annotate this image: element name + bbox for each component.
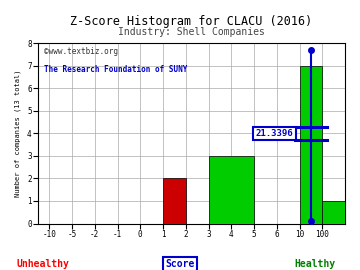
Text: Industry: Shell Companies: Industry: Shell Companies [118, 27, 265, 37]
Text: Score: Score [165, 259, 195, 269]
Y-axis label: Number of companies (13 total): Number of companies (13 total) [15, 70, 22, 197]
Text: Unhealthy: Unhealthy [17, 259, 69, 269]
Bar [300, 66, 322, 224]
Text: The Research Foundation of SUNY: The Research Foundation of SUNY [44, 65, 188, 74]
Bar [38, 43, 163, 224]
Text: Healthy: Healthy [294, 259, 336, 269]
Bar [163, 178, 186, 224]
Bar [208, 156, 254, 224]
Text: ©www.textbiz.org: ©www.textbiz.org [44, 47, 118, 56]
Title: Z-Score Histogram for CLACU (2016): Z-Score Histogram for CLACU (2016) [70, 15, 312, 28]
Bar [322, 201, 345, 224]
Text: 21.3396: 21.3396 [256, 129, 293, 138]
